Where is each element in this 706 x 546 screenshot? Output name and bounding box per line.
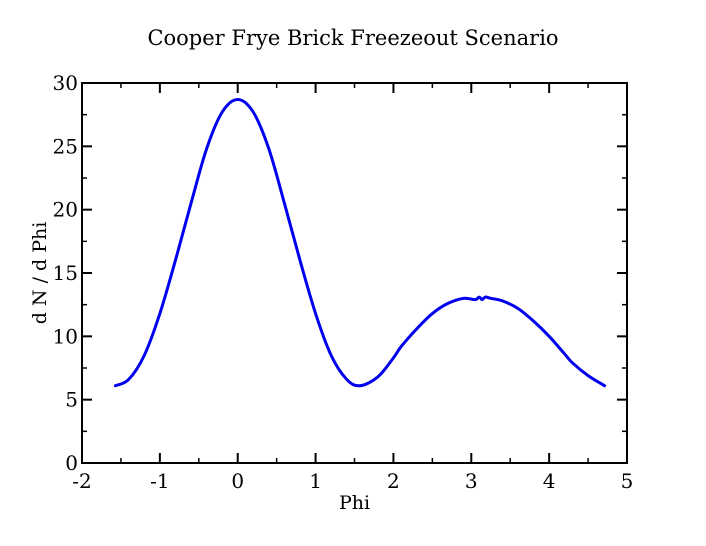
y-axis-label: d N / d Phi [29,222,51,325]
x-tick-label: 4 [543,469,556,493]
y-tick-label: 25 [53,134,78,158]
y-tick-label: 10 [53,324,78,348]
x-tick-label: -1 [150,469,169,493]
series-line [113,97,607,388]
x-tick-label: -2 [72,469,91,493]
x-tick-label: 0 [231,469,244,493]
x-axis-label: Phi [339,492,370,514]
y-tick-label: 5 [65,388,78,412]
chart-title: Cooper Frye Brick Freezeout Scenario [147,26,558,50]
ticks [81,82,628,464]
x-tick-label: 1 [309,469,322,493]
x-tick-label: 5 [621,469,634,493]
tick-labels: -2 -1 0 1 2 3 4 5 0 5 10 15 20 25 30 [53,71,634,493]
plot-frame [81,82,628,464]
x-tick-label: 3 [465,469,478,493]
x-tick-label: 2 [387,469,400,493]
y-tick-label: 15 [53,261,78,285]
y-tick-label: 0 [65,451,78,475]
series-layer [113,97,607,388]
y-tick-label: 20 [53,198,78,222]
y-tick-label: 30 [53,71,78,95]
